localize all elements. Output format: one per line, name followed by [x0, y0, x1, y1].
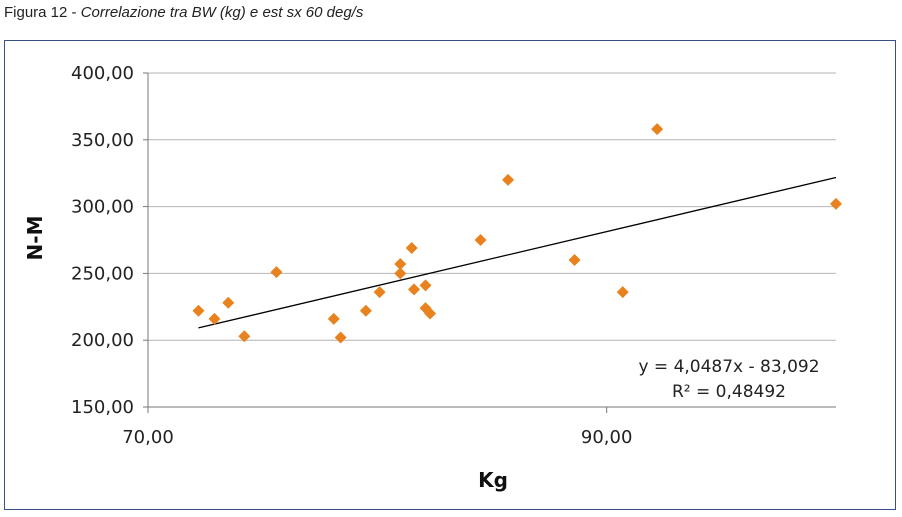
trendline-equation: y = 4,0487x - 83,092 — [638, 357, 819, 377]
data-points — [192, 123, 842, 344]
y-tick-label: 250,00 — [71, 263, 134, 284]
data-point-diamond — [424, 307, 437, 320]
trendline-layer — [198, 176, 837, 329]
x-tick-label: 70,00 — [122, 427, 174, 448]
data-point-diamond — [568, 254, 581, 267]
caption-separator: - — [67, 4, 81, 21]
data-point-diamond — [359, 304, 372, 317]
data-point-diamond — [408, 283, 421, 296]
data-point-diamond — [502, 173, 515, 186]
data-point-diamond — [419, 279, 432, 292]
trendline — [198, 176, 837, 329]
data-point-diamond — [192, 304, 205, 317]
trendline-r-squared: R² = 0,48492 — [672, 382, 786, 402]
data-point-diamond — [474, 234, 487, 246]
data-point-diamond — [334, 331, 347, 344]
figure-number: Figura 12 — [4, 4, 68, 21]
data-point-diamond — [222, 296, 235, 309]
figure-caption: Figura 12 - Correlazione tra BW (kg) e e… — [4, 4, 363, 21]
x-axis-title: Kg — [478, 468, 508, 492]
data-point-diamond — [373, 286, 386, 299]
data-point-diamond — [270, 266, 283, 279]
data-point-diamond — [238, 330, 251, 343]
y-tick-label: 150,00 — [71, 397, 134, 418]
data-point-diamond — [208, 312, 221, 325]
data-point-diamond — [651, 123, 664, 136]
axes: 150,00 200,00 250,00 300,00 350,00 400,00 70,0… — [71, 63, 836, 448]
data-point-diamond — [327, 312, 340, 325]
gridlines — [148, 72, 836, 341]
y-tick-label: 300,00 — [71, 197, 134, 218]
data-point-diamond — [405, 242, 418, 255]
y-axis-title: N-M — [23, 216, 47, 261]
data-point-diamond — [616, 286, 629, 299]
y-tick-label: 400,00 — [71, 63, 134, 84]
chart-frame — [4, 40, 896, 510]
y-tick-label: 200,00 — [71, 330, 134, 351]
data-point-diamond — [830, 197, 842, 210]
figure-description: Correlazione tra BW (kg) e est sx 60 deg… — [80, 4, 364, 21]
x-tick-label: 90,00 — [581, 427, 633, 448]
data-point-diamond — [394, 267, 407, 280]
data-point-diamond — [394, 258, 407, 271]
y-tick-label: 350,00 — [71, 130, 134, 151]
